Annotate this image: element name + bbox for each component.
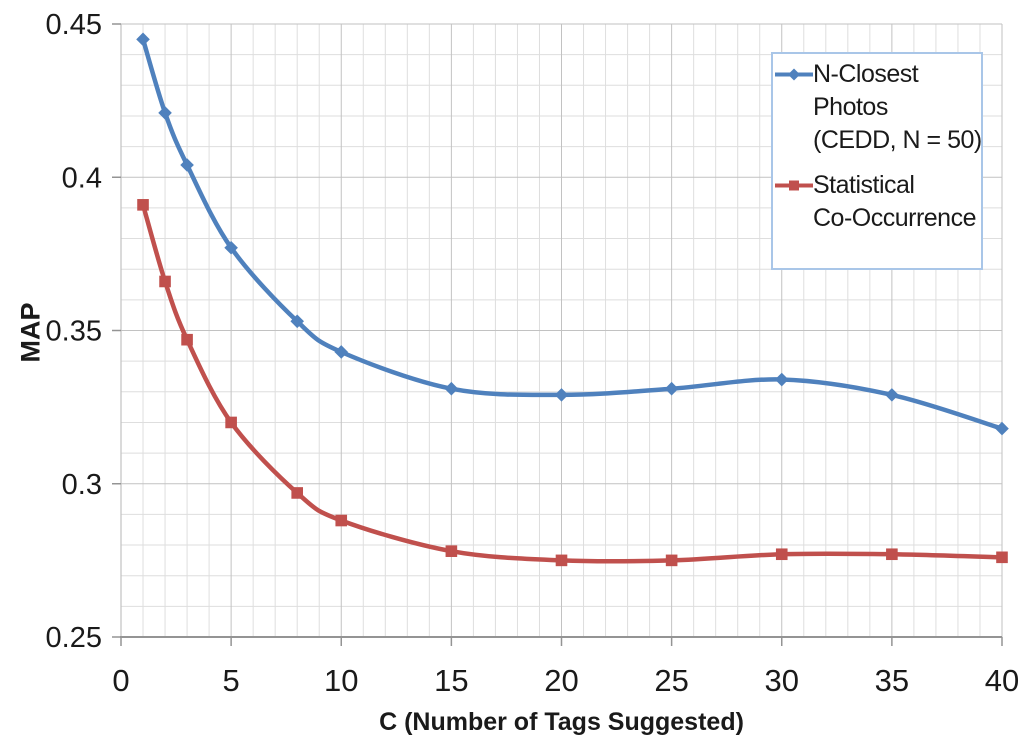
- x-tick-label: 20: [544, 663, 578, 698]
- x-axis-title: C (Number of Tags Suggested): [379, 708, 744, 736]
- x-tick-label: 35: [875, 663, 909, 698]
- legend-swatch-square-icon: [775, 180, 813, 191]
- data-point-marker: [774, 372, 789, 387]
- x-tick-label: 25: [654, 663, 688, 698]
- data-point-marker: [136, 32, 150, 47]
- x-tick-label: 40: [985, 663, 1019, 698]
- x-tick-label: 5: [223, 663, 240, 698]
- legend: N-Closest Photos (CEDD, N = 50) Statistic…: [771, 52, 983, 270]
- legend-entry: Statistical Co-Occurrence: [775, 169, 981, 235]
- x-tick-label: 15: [434, 663, 468, 698]
- data-point-marker: [159, 275, 171, 288]
- y-tick-label: 0.3: [62, 469, 102, 501]
- y-tick-label: 0.4: [62, 162, 102, 194]
- y-axis-title: MAP: [15, 302, 46, 363]
- data-point-marker: [334, 345, 349, 359]
- y-tick-label: 0.35: [46, 316, 102, 348]
- data-point-marker: [158, 106, 172, 120]
- data-point-marker: [290, 314, 304, 329]
- legend-label: Statistical Co-Occurrence: [813, 171, 977, 232]
- y-tick-label: 0.25: [46, 622, 102, 654]
- data-point-marker: [181, 333, 193, 346]
- legend-entry: N-Closest Photos (CEDD, N = 50): [775, 58, 982, 157]
- data-point-marker: [775, 548, 788, 561]
- legend-label: N-Closest Photos (CEDD, N = 50): [813, 60, 982, 154]
- data-point-marker: [180, 158, 194, 172]
- data-point-marker: [444, 381, 459, 396]
- data-point-marker: [335, 514, 348, 527]
- legend-swatch-diamond-icon: [775, 68, 813, 81]
- x-tick-label: 30: [765, 663, 799, 698]
- legend-marker: [788, 68, 800, 81]
- y-tick-label: 0.45: [46, 9, 102, 41]
- data-point-marker: [664, 381, 679, 396]
- x-tick-label: 0: [112, 663, 129, 698]
- data-point-marker: [225, 416, 237, 429]
- series-square: [137, 199, 1008, 567]
- data-point-marker: [665, 554, 678, 567]
- data-point-marker: [137, 199, 149, 211]
- legend-marker: [789, 180, 799, 191]
- data-point-marker: [886, 548, 898, 561]
- x-tick-label: 10: [324, 663, 358, 698]
- data-point-marker: [555, 554, 568, 567]
- data-point-marker: [554, 388, 569, 402]
- data-point-marker: [885, 388, 899, 402]
- series-diamond: [136, 32, 1009, 436]
- data-point-marker: [291, 487, 303, 499]
- data-point-marker: [995, 421, 1009, 436]
- data-point-marker: [445, 545, 458, 557]
- data-point-marker: [224, 240, 238, 255]
- data-point-marker: [996, 551, 1008, 564]
